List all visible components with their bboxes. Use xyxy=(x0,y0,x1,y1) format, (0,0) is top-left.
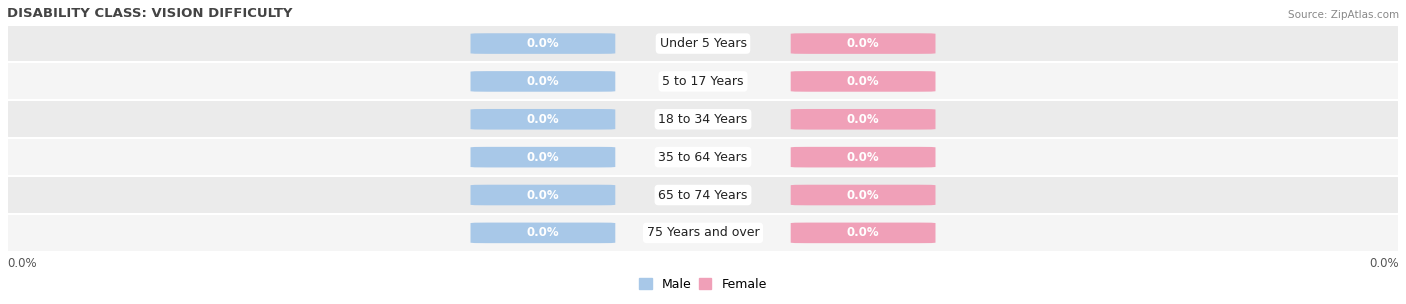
Text: 0.0%: 0.0% xyxy=(846,226,879,239)
Legend: Male, Female: Male, Female xyxy=(634,273,772,295)
Text: 0.0%: 0.0% xyxy=(846,75,879,88)
FancyBboxPatch shape xyxy=(471,185,616,205)
Text: 0.0%: 0.0% xyxy=(846,37,879,50)
Bar xyxy=(7,63,1399,100)
FancyBboxPatch shape xyxy=(790,185,935,205)
Text: 0.0%: 0.0% xyxy=(1369,257,1399,271)
Text: 18 to 34 Years: 18 to 34 Years xyxy=(658,113,748,126)
Text: 0.0%: 0.0% xyxy=(527,226,560,239)
Text: 0.0%: 0.0% xyxy=(846,151,879,164)
FancyBboxPatch shape xyxy=(471,109,616,130)
FancyBboxPatch shape xyxy=(471,223,616,243)
Text: 0.0%: 0.0% xyxy=(527,188,560,202)
FancyBboxPatch shape xyxy=(790,223,935,243)
Text: 0.0%: 0.0% xyxy=(846,113,879,126)
Text: 35 to 64 Years: 35 to 64 Years xyxy=(658,151,748,164)
FancyBboxPatch shape xyxy=(790,109,935,130)
Text: 5 to 17 Years: 5 to 17 Years xyxy=(662,75,744,88)
Bar xyxy=(7,25,1399,63)
Bar xyxy=(7,214,1399,252)
Bar xyxy=(7,138,1399,176)
FancyBboxPatch shape xyxy=(790,33,935,54)
Text: 0.0%: 0.0% xyxy=(846,188,879,202)
Text: 65 to 74 Years: 65 to 74 Years xyxy=(658,188,748,202)
Text: 0.0%: 0.0% xyxy=(527,151,560,164)
Text: 0.0%: 0.0% xyxy=(527,75,560,88)
FancyBboxPatch shape xyxy=(790,71,935,92)
Bar xyxy=(7,100,1399,138)
Bar xyxy=(7,176,1399,214)
FancyBboxPatch shape xyxy=(471,71,616,92)
Text: Source: ZipAtlas.com: Source: ZipAtlas.com xyxy=(1288,10,1399,20)
Text: 0.0%: 0.0% xyxy=(7,257,37,271)
Text: 0.0%: 0.0% xyxy=(527,113,560,126)
FancyBboxPatch shape xyxy=(471,147,616,168)
FancyBboxPatch shape xyxy=(790,147,935,168)
Text: 75 Years and over: 75 Years and over xyxy=(647,226,759,239)
Text: DISABILITY CLASS: VISION DIFFICULTY: DISABILITY CLASS: VISION DIFFICULTY xyxy=(7,7,292,20)
Text: 0.0%: 0.0% xyxy=(527,37,560,50)
Text: Under 5 Years: Under 5 Years xyxy=(659,37,747,50)
FancyBboxPatch shape xyxy=(471,33,616,54)
